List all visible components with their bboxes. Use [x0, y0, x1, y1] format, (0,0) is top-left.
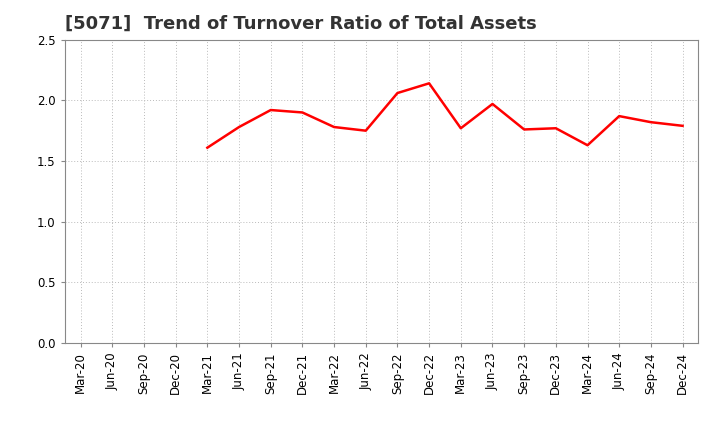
Text: [5071]  Trend of Turnover Ratio of Total Assets: [5071] Trend of Turnover Ratio of Total … — [65, 15, 536, 33]
